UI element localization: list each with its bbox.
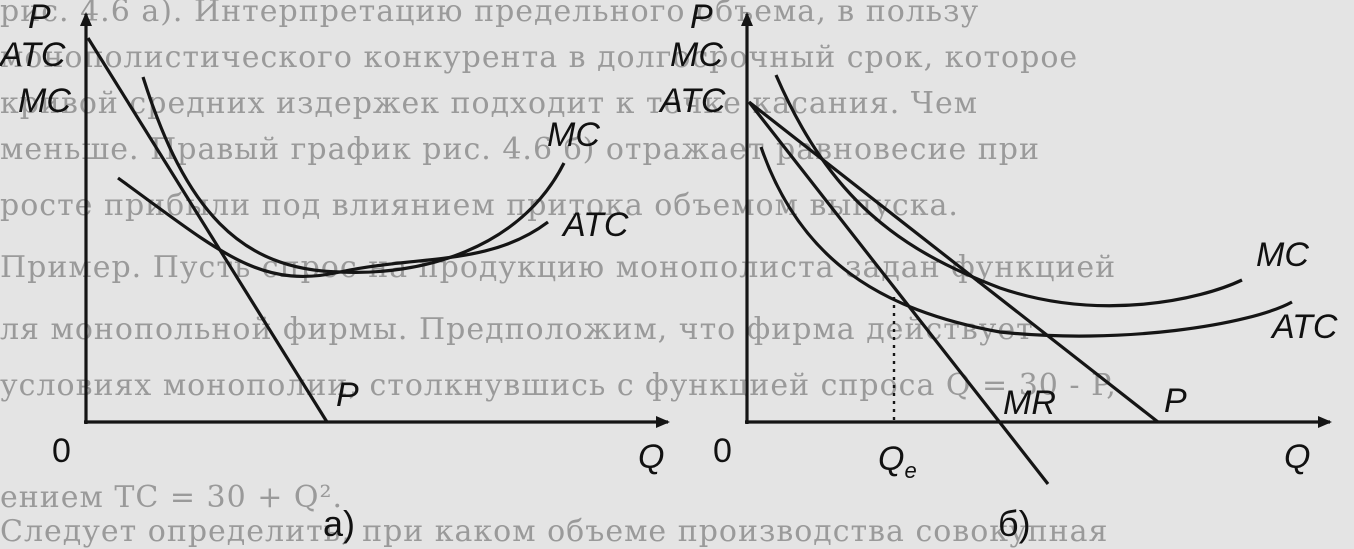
panel-a-mc-curve [141,76,566,274]
background-text-line: ля монопольной фирмы. Предположим, что ф… [0,312,1034,347]
panel-b-atc-axis-label: ATC [658,82,726,120]
panel-b-atc-curve-label: ATC [1270,308,1338,346]
panel-a-caption: а) [323,503,355,544]
panel-a-quantity-axis-label: Q [638,438,664,476]
panel-b: P MC ATC MC ATC MR P 0 Qe Q б) [658,0,1338,544]
panel-a-price-axis-label: P [28,0,51,36]
panel-b-mr-curve [747,101,1050,485]
panel-a: P ATC MC MC ATC P 0 Q а) [0,0,670,544]
panel-a-demand-curve [86,37,329,423]
background-text-line: ением TC = 30 + Q². [0,480,344,515]
background-text-line: условиях монополии, столкнувшись с функц… [0,368,1117,403]
panel-b-demand-label: P [1164,382,1187,420]
panel-b-price-axis-label: P [690,0,713,36]
background-text-line: Следует определить, при каком объеме про… [0,514,1109,549]
panel-b-mc-curve [774,74,1243,308]
panel-b-mc-curve-label: MC [1256,236,1309,274]
panel-a-atc-curve-label: ATC [561,206,629,244]
background-text-line: рис. 4.6 а). Интерпретацию предельного о… [0,0,980,29]
background-text-line: монополистического конкурента в долгосро… [0,40,1079,75]
panel-a-mc-curve-label: MC [547,116,600,154]
panel-b-origin-label: 0 [713,432,732,470]
panel-b-qe-label: Qe [878,440,917,483]
panel-b-quantity-axis-label: Q [1284,438,1310,476]
panel-b-atc-curve [759,146,1293,338]
panel-b-demand-curve [748,100,1159,424]
panel-a-origin-label: 0 [52,432,71,470]
panel-b-caption: б) [998,503,1031,544]
panel-a-mc-axis-label: MC [18,82,71,120]
panel-b-mr-label: MR [1003,384,1056,422]
panel-b-mc-axis-label: MC [670,36,723,74]
background-text-line: кривой средних издержек подходит к точке… [0,86,979,121]
background-text-line: росте прибыли под влиянием притока объем… [0,188,959,223]
background-text-line: меньше. Правый график рис. 4.6 б) отража… [0,132,1040,167]
panel-a-demand-label: P [336,376,359,414]
panel-a-atc-axis-label: ATC [0,36,66,74]
